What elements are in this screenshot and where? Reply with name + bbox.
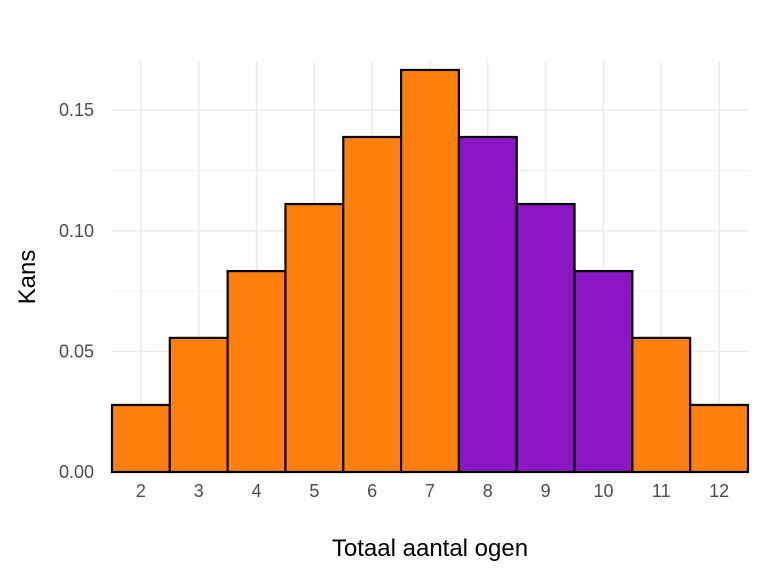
bars [110,68,750,474]
bar-10 [573,270,634,474]
y-axis-ticks: 0.00 0.05 0.10 0.15 [59,100,94,482]
bar-12 [689,403,750,474]
x-tick-label: 12 [709,481,729,501]
x-tick-label: 10 [593,481,613,501]
x-tick-label: 3 [194,481,204,501]
bar-2 [110,403,171,474]
x-tick-label: 7 [425,481,435,501]
bar-5 [284,202,345,474]
x-tick-label: 4 [252,481,262,501]
bar-11 [631,336,692,474]
y-tick-label: 0.15 [59,100,94,120]
bar-8 [457,135,518,474]
bar-6 [342,135,403,474]
x-tick-label: 9 [541,481,551,501]
y-tick-label: 0.10 [59,221,94,241]
bar-3 [168,336,229,474]
x-tick-label: 2 [136,481,146,501]
y-tick-label: 0.00 [59,462,94,482]
x-tick-label: 11 [652,481,671,501]
bar-7 [399,68,461,474]
x-tick-label: 8 [483,481,493,501]
bar-9 [515,202,576,474]
x-axis-title: Totaal aantal ogen [332,535,528,562]
y-axis-title: Kans [14,250,41,305]
bar-4 [226,270,287,474]
x-tick-label: 6 [367,481,377,501]
x-axis-ticks: 2 3 4 5 6 7 8 9 10 11 12 [136,481,729,501]
x-tick-label: 5 [309,481,319,501]
y-tick-label: 0.05 [59,341,94,361]
